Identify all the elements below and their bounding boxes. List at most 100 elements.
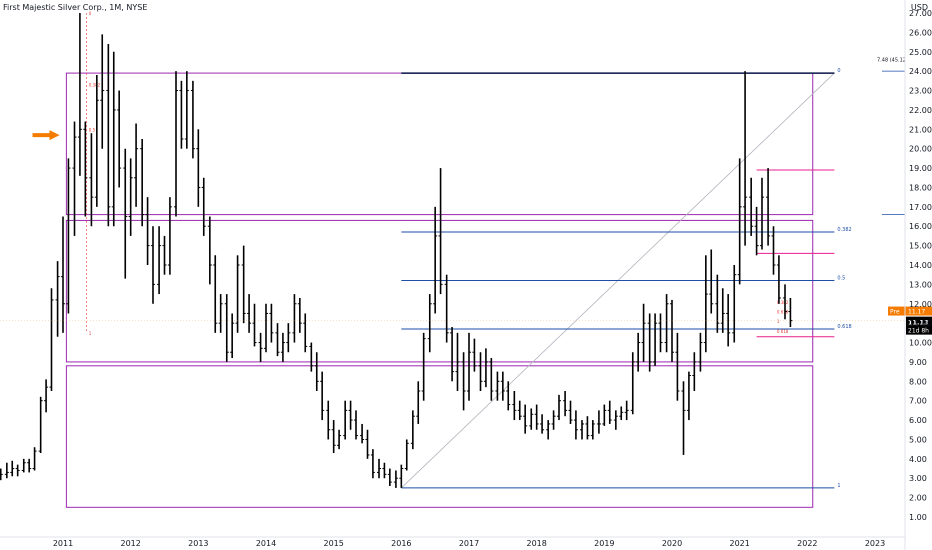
y-tick-label: 26.00 bbox=[909, 28, 932, 37]
ohlc-bar bbox=[590, 420, 595, 440]
ohlc-bar bbox=[664, 294, 669, 353]
ohlc-bar bbox=[754, 206, 759, 256]
ohlc-bar bbox=[44, 379, 49, 413]
ohlc-bar bbox=[77, 13, 82, 176]
y-tick-label: 13.00 bbox=[909, 280, 932, 289]
x-tick-label: 2023 bbox=[865, 539, 885, 548]
ohlc-bar bbox=[783, 284, 788, 320]
ohlc-bar bbox=[21, 458, 26, 473]
ohlc-bar bbox=[309, 342, 314, 372]
inner-fib-label: 0.382 bbox=[777, 300, 789, 305]
y-tick-label: 8.00 bbox=[909, 377, 927, 386]
y-axis: 1.00 2.00 3.00 4.00 5.00 6.00 7.00 8.00 9.00 10.0… bbox=[904, 0, 932, 550]
y-tick-label: 12.00 bbox=[909, 300, 932, 309]
ohlc-bar bbox=[630, 352, 635, 415]
ohlc-bar bbox=[230, 313, 235, 359]
ohlc-bar bbox=[353, 410, 358, 440]
y-tick-label: 21.00 bbox=[909, 125, 932, 134]
ohlc-bar bbox=[692, 352, 697, 391]
ohlc-bar bbox=[213, 255, 218, 333]
x-tick-label: 2013 bbox=[188, 539, 208, 548]
x-tick-label: 2015 bbox=[323, 539, 343, 548]
y-tick-label: 20.00 bbox=[909, 145, 932, 154]
ohlc-bar bbox=[15, 464, 20, 477]
ohlc-bar bbox=[55, 261, 60, 337]
ohlc-bar bbox=[365, 429, 370, 459]
ohlc-bar bbox=[280, 332, 285, 362]
ohlc-bar bbox=[111, 51, 116, 227]
ohlc-bar bbox=[517, 400, 522, 421]
ohlc-bar bbox=[94, 75, 99, 207]
last-price-value: 11.13 bbox=[908, 319, 929, 327]
x-tick-label: 2014 bbox=[256, 539, 276, 548]
ohlc-bar bbox=[788, 297, 793, 328]
x-tick-label: 2017 bbox=[459, 539, 479, 548]
ohlc-bar bbox=[472, 338, 477, 372]
ohlc-bar bbox=[658, 313, 663, 353]
ohlc-bar bbox=[247, 294, 252, 333]
ohlc-bar bbox=[596, 410, 601, 434]
ohlc-bar bbox=[123, 148, 128, 279]
ohlc-bar bbox=[393, 470, 398, 488]
ohlc-bar bbox=[467, 332, 471, 401]
ohlc-bar bbox=[461, 352, 466, 411]
ohlc-bar bbox=[337, 429, 342, 450]
y-tick-label: 9.00 bbox=[909, 358, 927, 367]
ohlc-bar bbox=[444, 274, 449, 343]
left-fib-label: 0 bbox=[89, 11, 92, 16]
y-tick-label: 18.00 bbox=[909, 183, 932, 192]
ohlc-bar bbox=[140, 139, 145, 227]
ohlc-bar bbox=[512, 391, 517, 421]
y-tick-label: 22.00 bbox=[909, 106, 932, 115]
last-price-tag-bg bbox=[906, 316, 932, 335]
ohlc-bar bbox=[551, 410, 556, 430]
y-tick-label: 17.00 bbox=[909, 203, 932, 212]
countdown-label: 21d 8h bbox=[908, 328, 929, 335]
y-tick-label: 4.00 bbox=[909, 455, 927, 464]
y-tick-label: 23.00 bbox=[909, 87, 932, 96]
ohlc-bar bbox=[715, 274, 720, 333]
ohlc-bar bbox=[174, 71, 179, 217]
ohlc-bar bbox=[686, 371, 691, 421]
pre-market-tag-bg bbox=[888, 306, 932, 316]
ohlc-bar bbox=[145, 197, 150, 265]
measure-label: 7.48 (45.12 bbox=[877, 57, 906, 63]
x-tick-label: 2016 bbox=[391, 539, 411, 548]
ohlc-bar bbox=[585, 416, 590, 440]
ohlc-bar bbox=[264, 303, 268, 353]
ohlc-bar bbox=[546, 420, 551, 440]
ohlc-bar bbox=[224, 294, 229, 362]
ohlc-bar bbox=[360, 423, 365, 444]
pre-market-price: 11.17 bbox=[908, 309, 925, 316]
left-fib-label: 0.5 bbox=[89, 127, 96, 132]
ohlc-bar bbox=[743, 71, 748, 246]
ohlc-bar bbox=[478, 352, 483, 391]
ohlc-bar bbox=[619, 406, 624, 421]
ohlc-bar bbox=[720, 288, 725, 333]
zone-box-lower bbox=[65, 365, 814, 508]
ohlc-bar bbox=[38, 396, 43, 454]
zone-box-middle bbox=[65, 219, 814, 363]
ohlc-bar bbox=[427, 294, 432, 353]
ohlc-bar bbox=[529, 408, 534, 430]
y-tick-label: 14.00 bbox=[909, 261, 932, 270]
ohlc-bar bbox=[314, 352, 319, 391]
ohlc-bar bbox=[759, 177, 764, 250]
ohlc-bar bbox=[297, 297, 302, 333]
ohlc-bar bbox=[106, 44, 111, 227]
y-tick-label: 7.00 bbox=[909, 397, 927, 406]
ohlc-bar bbox=[377, 458, 382, 479]
ohlc-bar bbox=[675, 332, 680, 401]
ohlc-bar bbox=[613, 410, 618, 430]
ohlc-bar bbox=[653, 313, 658, 366]
ohlc-bar bbox=[117, 90, 122, 188]
ohlc-bar bbox=[438, 168, 443, 295]
ohlc-bar bbox=[286, 323, 291, 353]
ohlc-bar bbox=[483, 348, 488, 388]
ohlc-bar bbox=[523, 404, 528, 434]
y-tick-label: 11.00 bbox=[909, 319, 932, 328]
fib-level-label: 0.618 bbox=[837, 324, 851, 330]
x-tick-label: 2018 bbox=[526, 539, 546, 548]
